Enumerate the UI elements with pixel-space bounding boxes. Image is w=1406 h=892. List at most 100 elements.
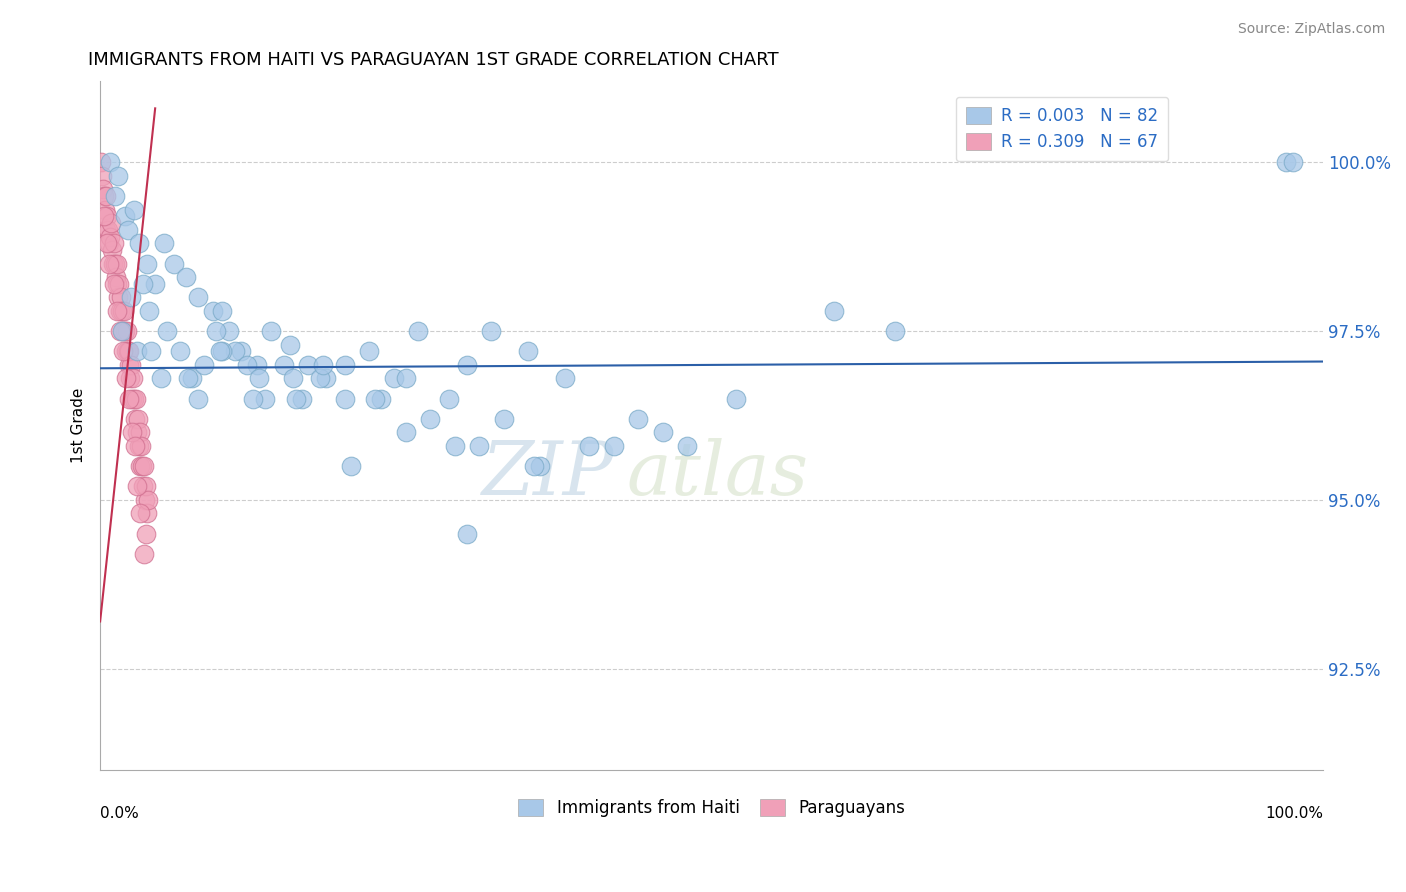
Point [254, 392, 277, 406]
Point [111, 324, 134, 338]
Point [114, 324, 136, 338]
Point [333, 358, 356, 372]
Point [201, 304, 224, 318]
Point [456, 526, 478, 541]
Point [177, 371, 200, 385]
Point [370, 392, 392, 406]
Point [211, 304, 233, 318]
Point [676, 439, 699, 453]
Point [156, 324, 179, 338]
Point [93, 210, 115, 224]
Point [136, 492, 159, 507]
Point [103, 277, 125, 291]
Point [110, 304, 132, 318]
Point [382, 371, 405, 385]
Point [94, 202, 117, 217]
Point [100, 216, 122, 230]
Point [143, 277, 166, 291]
Text: 0.0%: 0.0% [100, 806, 139, 822]
Point [90, 155, 112, 169]
Text: 100.0%: 100.0% [1265, 806, 1323, 822]
Point [120, 290, 142, 304]
Point [131, 459, 153, 474]
Point [132, 547, 155, 561]
Point [492, 412, 515, 426]
Point [468, 439, 491, 453]
Point [456, 358, 478, 372]
Point [229, 344, 252, 359]
Point [211, 344, 233, 359]
Point [242, 392, 264, 406]
Point [129, 507, 152, 521]
Point [127, 412, 149, 426]
Point [315, 371, 337, 385]
Point [98, 229, 121, 244]
Point [125, 392, 148, 406]
Point [152, 236, 174, 251]
Point [419, 412, 441, 426]
Point [104, 257, 127, 271]
Point [340, 459, 363, 474]
Point [112, 304, 135, 318]
Point [111, 344, 134, 359]
Point [359, 344, 381, 359]
Point [101, 243, 124, 257]
Point [1281, 155, 1303, 169]
Point [135, 507, 157, 521]
Point [128, 236, 150, 251]
Point [94, 189, 117, 203]
Point [246, 358, 269, 372]
Point [297, 358, 319, 372]
Point [162, 257, 184, 271]
Point [284, 392, 307, 406]
Point [107, 290, 129, 304]
Point [98, 236, 121, 251]
Point [260, 324, 283, 338]
Point [150, 371, 173, 385]
Point [117, 344, 139, 359]
Point [112, 324, 135, 338]
Point [120, 358, 142, 372]
Point [104, 189, 127, 203]
Point [128, 439, 150, 453]
Point [117, 358, 139, 372]
Point [128, 425, 150, 440]
Point [108, 324, 131, 338]
Text: ZIP: ZIP [481, 438, 614, 510]
Point [125, 344, 148, 359]
Point [131, 439, 153, 453]
Point [91, 182, 114, 196]
Point [124, 439, 146, 453]
Point [481, 324, 503, 338]
Point [283, 371, 305, 385]
Point [437, 392, 460, 406]
Point [110, 290, 132, 304]
Point [141, 344, 163, 359]
Point [134, 492, 156, 507]
Point [105, 304, 128, 318]
Point [208, 344, 231, 359]
Point [1275, 155, 1298, 169]
Text: IMMIGRANTS FROM HAITI VS PARAGUAYAN 1ST GRADE CORRELATION CHART: IMMIGRANTS FROM HAITI VS PARAGUAYAN 1ST … [89, 51, 779, 69]
Point [247, 371, 270, 385]
Point [236, 358, 259, 372]
Point [218, 324, 240, 338]
Point [96, 223, 118, 237]
Point [105, 257, 128, 271]
Point [107, 169, 129, 183]
Point [309, 371, 332, 385]
Point [97, 257, 120, 271]
Point [884, 324, 907, 338]
Point [118, 344, 141, 359]
Point [129, 459, 152, 474]
Point [224, 344, 246, 359]
Point [124, 412, 146, 426]
Text: Source: ZipAtlas.com: Source: ZipAtlas.com [1237, 22, 1385, 37]
Point [97, 223, 120, 237]
Point [122, 371, 145, 385]
Point [291, 392, 314, 406]
Point [578, 439, 600, 453]
Point [364, 392, 387, 406]
Point [205, 324, 228, 338]
Point [278, 337, 301, 351]
